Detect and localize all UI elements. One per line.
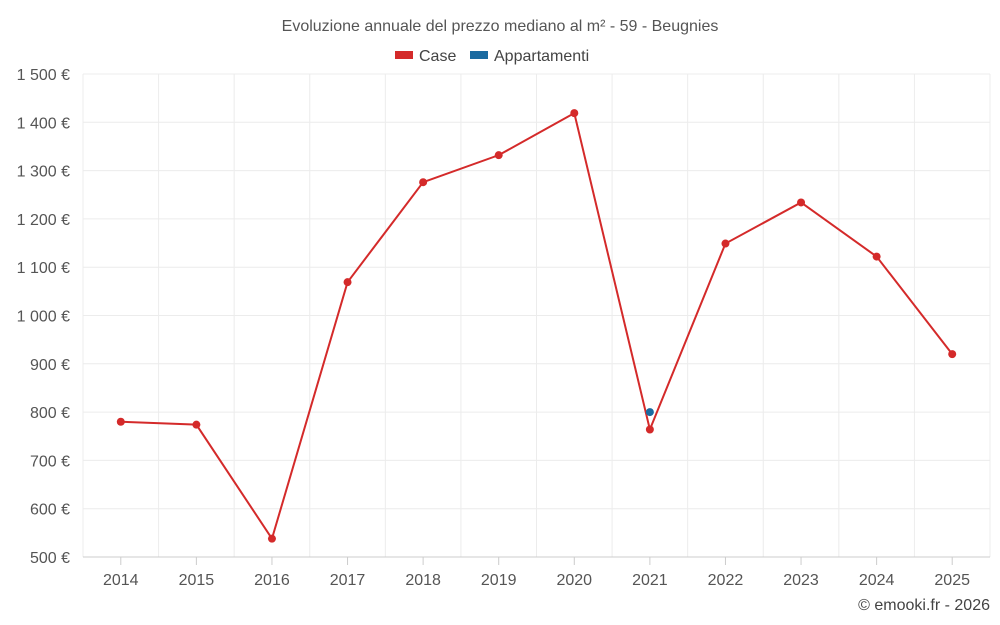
y-tick-label: 1 100 € — [17, 260, 70, 277]
legend-item-appartamenti[interactable]: Appartamenti — [470, 48, 589, 65]
legend: Case Appartamenti — [395, 48, 589, 65]
x-tick-label: 2016 — [254, 572, 290, 589]
x-tick-label: 2020 — [556, 572, 592, 589]
x-tick-label: 2015 — [179, 572, 215, 589]
data-point-case-2019[interactable] — [494, 151, 503, 160]
legend-item-case[interactable]: Case — [395, 48, 456, 65]
y-tick-label: 600 € — [30, 502, 70, 519]
x-tick-label: 2019 — [481, 572, 517, 589]
x-tick-label: 2021 — [632, 572, 668, 589]
data-point-case-2015[interactable] — [192, 420, 201, 429]
data-point-case-2021[interactable] — [645, 425, 654, 434]
x-tick-label: 2024 — [859, 572, 895, 589]
y-tick-label: 500 € — [30, 550, 70, 567]
legend-swatch-appartamenti — [470, 51, 488, 59]
y-tick-label: 1 400 € — [17, 115, 70, 132]
y-tick-label: 1 300 € — [17, 164, 70, 181]
data-point-case-2014[interactable] — [116, 417, 125, 426]
x-tick-label: 2018 — [405, 572, 441, 589]
legend-swatch-case — [395, 51, 413, 59]
y-tick-label: 1 500 € — [17, 67, 70, 84]
data-point-case-2018[interactable] — [419, 178, 428, 187]
data-point-case-2023[interactable] — [797, 198, 806, 207]
series-line-case — [120, 111, 953, 541]
data-point-case-2022[interactable] — [721, 239, 730, 248]
x-tick-label: 2023 — [783, 572, 819, 589]
data-point-case-2025[interactable] — [948, 350, 957, 359]
legend-label-case: Case — [419, 48, 456, 65]
chart-credit: © emooki.fr - 2026 — [858, 597, 990, 614]
legend-label-appartamenti: Appartamenti — [494, 48, 589, 65]
y-tick-label: 700 € — [30, 453, 70, 470]
data-point-appartamenti-2021[interactable] — [645, 408, 654, 417]
data-point-case-2024[interactable] — [872, 252, 881, 261]
x-tick-label: 2014 — [103, 572, 139, 589]
grid — [82, 73, 991, 557]
y-tick-label: 1 000 € — [17, 309, 70, 326]
data-point-case-2016[interactable] — [267, 534, 276, 543]
chart-title: Evoluzione annuale del prezzo mediano al… — [282, 18, 719, 35]
data-point-case-2017[interactable] — [343, 278, 352, 287]
axes: 500 € 600 € 700 € 800 € 900 € 1 000 € 1 100 € 1… — [17, 67, 990, 589]
x-tick-label: 2022 — [708, 572, 744, 589]
data-point-case-2020[interactable] — [570, 109, 579, 118]
x-tick-label: 2025 — [934, 572, 970, 589]
series — [116, 109, 957, 543]
y-tick-label: 800 € — [30, 405, 70, 422]
y-tick-label: 1 200 € — [17, 212, 70, 229]
x-tick-label: 2017 — [330, 572, 366, 589]
y-tick-label: 900 € — [30, 357, 70, 374]
